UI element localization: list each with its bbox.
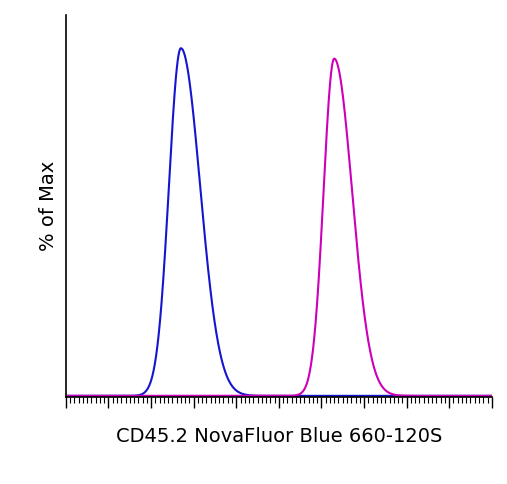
Y-axis label: % of Max: % of Max [39,161,58,251]
X-axis label: CD45.2 NovaFluor Blue 660-120S: CD45.2 NovaFluor Blue 660-120S [116,427,442,446]
